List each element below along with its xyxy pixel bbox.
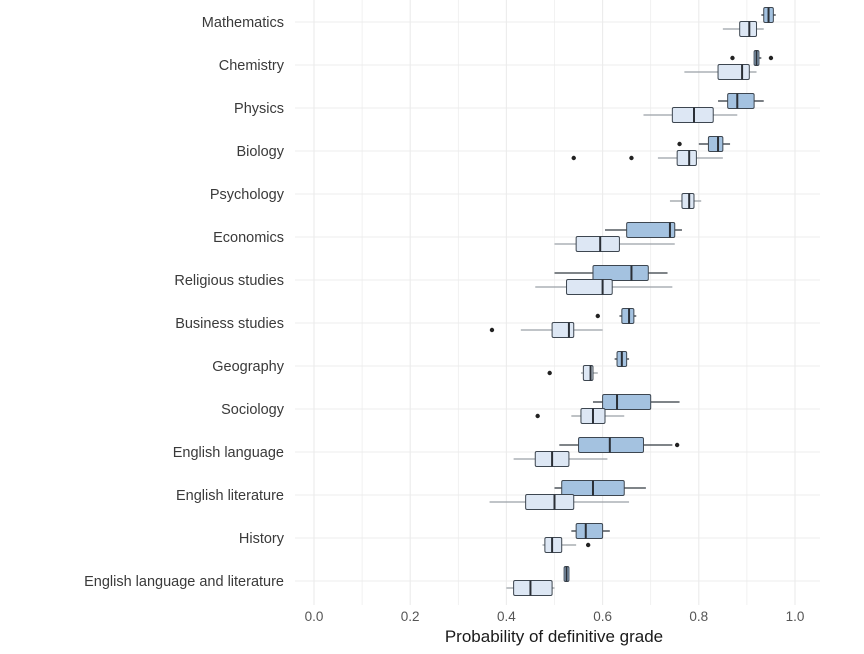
- box-series-dark: [595, 308, 637, 324]
- box-series-dark: [605, 222, 682, 238]
- box-series-dark: [554, 265, 668, 281]
- outlier-point: [768, 55, 774, 61]
- box-series-light: [489, 322, 603, 338]
- outlier-point: [677, 141, 682, 147]
- box-series-light: [535, 408, 625, 424]
- x-axis-tick-labels: 0.0 0.2 0.4 0.6 0.8 1.0: [305, 609, 805, 624]
- box-series-light: [571, 150, 723, 166]
- box-iqr: [575, 523, 604, 539]
- box-series-light: [513, 451, 608, 467]
- box-iqr: [602, 394, 652, 410]
- box-series-light: [506, 580, 555, 596]
- x-tick-label: 1.0: [786, 609, 805, 624]
- box-series-light: [684, 64, 757, 80]
- category-label: Geography: [212, 359, 284, 375]
- category-label: English literature: [176, 488, 284, 504]
- category-label: English language: [173, 445, 284, 461]
- box-series-dark: [614, 351, 630, 367]
- box-series-dark: [761, 7, 776, 23]
- category-label: Economics: [213, 230, 284, 246]
- box-iqr: [626, 222, 676, 238]
- category-label: Religious studies: [174, 273, 284, 289]
- x-tick-label: 0.0: [305, 609, 324, 624]
- outlier-point: [489, 327, 495, 333]
- outlier-point: [547, 370, 552, 376]
- box-iqr: [717, 64, 750, 80]
- box-iqr: [676, 150, 697, 166]
- category-label: Chemistry: [219, 58, 285, 74]
- category-label: Sociology: [221, 402, 285, 418]
- box-iqr: [575, 236, 620, 252]
- outlier-point: [585, 542, 591, 548]
- outlier-point: [595, 313, 600, 319]
- category-label: English language and literature: [84, 574, 284, 590]
- box-iqr: [513, 580, 553, 596]
- box-series-light: [554, 236, 675, 252]
- category-label: Mathematics: [202, 15, 284, 31]
- box-iqr: [727, 93, 755, 109]
- boxplot-series: [489, 7, 776, 596]
- box-iqr: [544, 537, 563, 553]
- box-series-dark: [730, 50, 774, 66]
- box-series-dark: [592, 394, 680, 410]
- box-series-light: [489, 494, 630, 510]
- box-series-light: [643, 107, 738, 123]
- category-label: Physics: [234, 101, 284, 117]
- outlier-point: [674, 442, 680, 448]
- box-series-dark: [554, 480, 646, 496]
- gridlines: [295, 0, 820, 605]
- box-iqr: [707, 136, 724, 152]
- outlier-point: [535, 413, 540, 419]
- category-label: Business studies: [175, 316, 284, 332]
- outlier-point: [629, 155, 634, 161]
- box-iqr: [671, 107, 714, 123]
- box-series-light: [542, 537, 591, 553]
- box-iqr: [566, 279, 613, 295]
- box-series-dark: [677, 136, 731, 152]
- box-series-dark: [571, 523, 610, 539]
- box-iqr: [578, 437, 644, 453]
- box-series-dark: [718, 93, 764, 109]
- x-tick-label: 0.6: [593, 609, 612, 624]
- box-series-light: [669, 193, 702, 209]
- box-series-light: [535, 279, 673, 295]
- box-iqr: [621, 308, 635, 324]
- x-axis-title: Probability of definitive grade: [445, 627, 663, 646]
- category-label: History: [239, 531, 285, 547]
- x-tick-label: 0.2: [401, 609, 420, 624]
- x-tick-label: 0.8: [689, 609, 708, 624]
- box-iqr: [551, 322, 575, 338]
- category-label: Biology: [236, 144, 284, 160]
- box-series-dark: [559, 437, 680, 453]
- box-iqr: [592, 265, 649, 281]
- box-iqr: [681, 193, 695, 209]
- category-axis-labels: Mathematics Chemistry Physics Biology Psycho…: [84, 15, 285, 590]
- box-series-dark: [563, 566, 570, 582]
- box-iqr: [739, 21, 758, 37]
- box-iqr: [525, 494, 575, 510]
- box-series-light: [547, 365, 598, 381]
- outlier-point: [730, 55, 735, 61]
- box-series-light: [722, 21, 764, 37]
- outlier-point: [571, 155, 576, 161]
- x-tick-label: 0.4: [497, 609, 516, 624]
- category-label: Psychology: [210, 187, 285, 203]
